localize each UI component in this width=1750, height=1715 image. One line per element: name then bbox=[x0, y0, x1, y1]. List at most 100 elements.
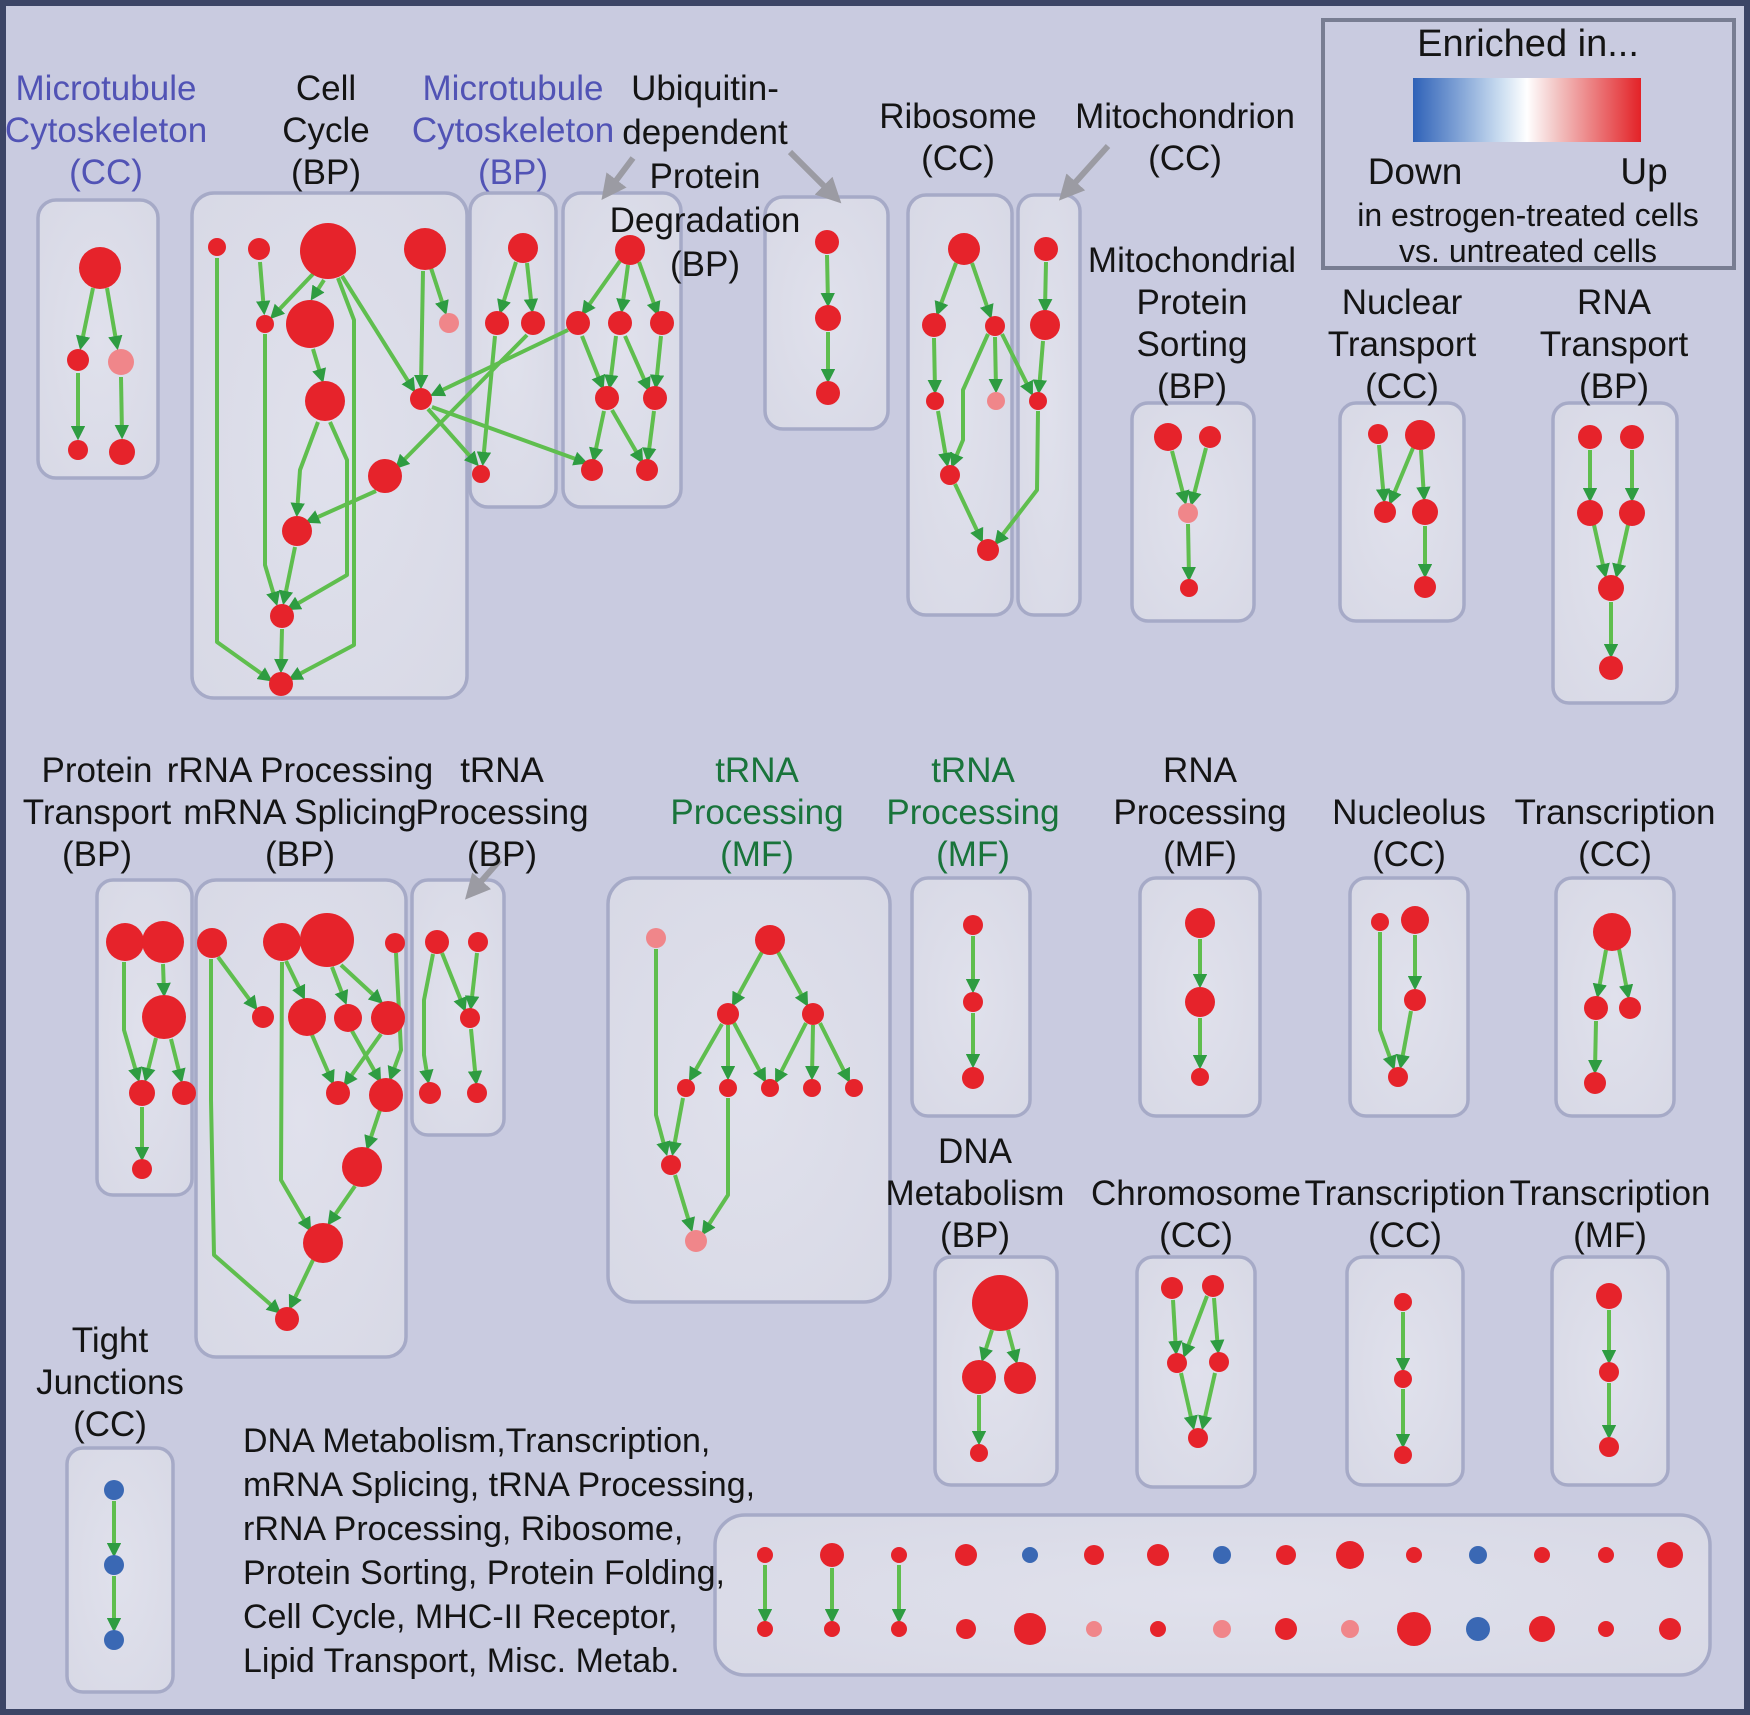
edge-arrow-35 bbox=[642, 410, 657, 463]
go-term-node-x15b bbox=[1659, 1618, 1681, 1640]
go-term-node-u1 bbox=[1394, 1293, 1412, 1311]
go-term-node-x4t bbox=[955, 1544, 977, 1566]
go-term-node-f6 bbox=[940, 465, 960, 485]
go-term-node-x10b bbox=[1341, 1620, 1359, 1638]
cluster-label-protein-transport-line2: (BP) bbox=[62, 835, 132, 874]
edge-arrow-88 bbox=[775, 1022, 808, 1084]
go-term-node-r1 bbox=[1593, 913, 1631, 951]
edge-arrow-100 bbox=[1395, 1010, 1413, 1070]
edge-arrow-87 bbox=[732, 1022, 767, 1083]
misc-clusters-text-line0: DNA Metabolism,Transcription, bbox=[243, 1422, 710, 1460]
edge-arrow-34 bbox=[589, 410, 606, 463]
edge-arrow-30 bbox=[604, 335, 619, 390]
edge-arrow-78 bbox=[288, 1259, 315, 1310]
go-term-node-r3 bbox=[1619, 997, 1641, 1019]
go-term-node-l11 bbox=[342, 1147, 382, 1187]
edge-arrow-47 bbox=[1038, 261, 1053, 314]
edge-arrow-38 bbox=[934, 262, 958, 317]
go-term-node-x5t bbox=[1022, 1547, 1038, 1563]
go-term-node-s1 bbox=[972, 1275, 1028, 1331]
go-term-node-n2 bbox=[755, 925, 785, 955]
go-term-node-n6 bbox=[719, 1079, 737, 1097]
go-term-node-d1 bbox=[615, 235, 645, 265]
cluster-label-cell-cycle-line1: Cycle bbox=[282, 111, 370, 150]
go-term-node-x12b bbox=[1466, 1617, 1490, 1641]
go-term-node-q4 bbox=[1388, 1067, 1408, 1087]
go-term-node-o1 bbox=[963, 915, 983, 935]
cluster-label-rna-transport-line2: (BP) bbox=[1579, 367, 1649, 406]
go-term-node-l1 bbox=[197, 928, 227, 958]
edge-arrow-102 bbox=[1592, 949, 1608, 999]
go-term-node-v1 bbox=[1596, 1283, 1622, 1309]
go-term-node-x15t bbox=[1657, 1542, 1683, 1568]
edge-arrow-106 bbox=[1006, 1329, 1021, 1365]
go-term-node-x9t bbox=[1276, 1545, 1296, 1565]
go-term-node-t3 bbox=[1167, 1353, 1187, 1373]
cluster-label-mito-protein-sorting-line3: (BP) bbox=[1157, 367, 1227, 406]
legend-subtitle-line2: vs. untreated cells bbox=[1399, 233, 1657, 269]
go-term-node-l8 bbox=[371, 1001, 405, 1035]
edge-arrow-31 bbox=[623, 335, 651, 392]
edge-arrow-89 bbox=[804, 1024, 820, 1081]
edge-arrow-42 bbox=[1000, 333, 1033, 396]
go-term-node-u3 bbox=[1394, 1446, 1412, 1464]
edge-arrow-43 bbox=[950, 333, 990, 468]
edge-arrow-90 bbox=[818, 1022, 850, 1083]
go-term-node-s4 bbox=[970, 1444, 988, 1462]
go-term-node-x7b bbox=[1150, 1621, 1166, 1637]
go-term-node-l9 bbox=[326, 1081, 350, 1105]
cluster-box-mitochondrion bbox=[1016, 193, 1082, 617]
edge-arrow-25 bbox=[476, 335, 497, 467]
edge-arrow-8 bbox=[288, 277, 356, 681]
edge-arrow-66 bbox=[216, 955, 258, 1011]
go-term-node-x2b bbox=[824, 1621, 840, 1637]
go-term-node-l7 bbox=[334, 1004, 362, 1032]
go-term-node-i3 bbox=[1374, 501, 1396, 523]
go-term-node-x11b bbox=[1397, 1612, 1431, 1646]
cluster-label-nucleolus-line0: Nucleolus bbox=[1332, 793, 1486, 832]
misc-clusters-text-line2: rRNA Processing, Ribosome, bbox=[243, 1510, 683, 1548]
go-term-node-b6 bbox=[286, 300, 334, 348]
go-term-node-n9 bbox=[845, 1079, 863, 1097]
go-term-node-h4 bbox=[1180, 579, 1198, 597]
cluster-box-microtubule-cc bbox=[36, 198, 160, 480]
go-term-node-d6 bbox=[643, 386, 667, 410]
edge-arrow-23 bbox=[497, 261, 518, 315]
cluster-label-transcription-cc-row2-line0: Transcription bbox=[1515, 793, 1716, 832]
go-term-node-x10t bbox=[1336, 1541, 1364, 1569]
edge-arrow-73 bbox=[310, 1034, 335, 1085]
go-term-node-x4b bbox=[956, 1619, 976, 1639]
edge-arrow-104 bbox=[1588, 1020, 1603, 1075]
misc-clusters-text-line1: mRNA Splicing, tRNA Processing, bbox=[243, 1466, 755, 1504]
cluster-label-tight-junctions-line0: Tight bbox=[72, 1321, 149, 1360]
edge-arrow-40 bbox=[927, 337, 943, 395]
go-term-node-f3 bbox=[985, 316, 1005, 336]
edge-arrow-112 bbox=[1198, 1372, 1217, 1431]
go-term-node-u2 bbox=[1394, 1370, 1412, 1388]
cluster-label-trna-mf-2-line1: Processing bbox=[886, 793, 1059, 832]
edge-arrow-74 bbox=[343, 1032, 383, 1087]
edge-arrow-72 bbox=[387, 952, 403, 1082]
go-term-node-m4 bbox=[419, 1082, 441, 1104]
edge-arrow-110 bbox=[1210, 1297, 1225, 1355]
go-term-node-g2 bbox=[1030, 310, 1060, 340]
edge-arrow-44 bbox=[936, 410, 953, 468]
edge-arrow-48 bbox=[1032, 340, 1047, 395]
go-term-node-x3b bbox=[891, 1621, 907, 1637]
legend-up-label: Up bbox=[1620, 151, 1667, 192]
cluster-label-microtubule-bp-line0: Microtubule bbox=[423, 69, 604, 108]
edge-arrow-69 bbox=[279, 961, 312, 1232]
go-term-node-j2 bbox=[1620, 425, 1644, 449]
edge-arrow-18 bbox=[274, 628, 289, 674]
go-term-node-g3 bbox=[1029, 392, 1047, 410]
cluster-label-trna-mf-2-line0: tRNA bbox=[931, 751, 1015, 790]
cluster-label-tight-junctions-line1: Junctions bbox=[36, 1363, 184, 1402]
go-term-node-f4 bbox=[926, 392, 944, 410]
edge-arrow-28 bbox=[637, 261, 661, 317]
cluster-label-trna-mf-1-line0: tRNA bbox=[715, 751, 799, 790]
cluster-label-dna-metabolism-line0: DNA bbox=[938, 1132, 1013, 1171]
label-pointer-arrow-1 bbox=[787, 149, 842, 204]
go-term-node-x13b bbox=[1529, 1616, 1555, 1642]
go-term-node-b12 bbox=[270, 604, 294, 628]
go-term-node-w1 bbox=[104, 1480, 124, 1500]
